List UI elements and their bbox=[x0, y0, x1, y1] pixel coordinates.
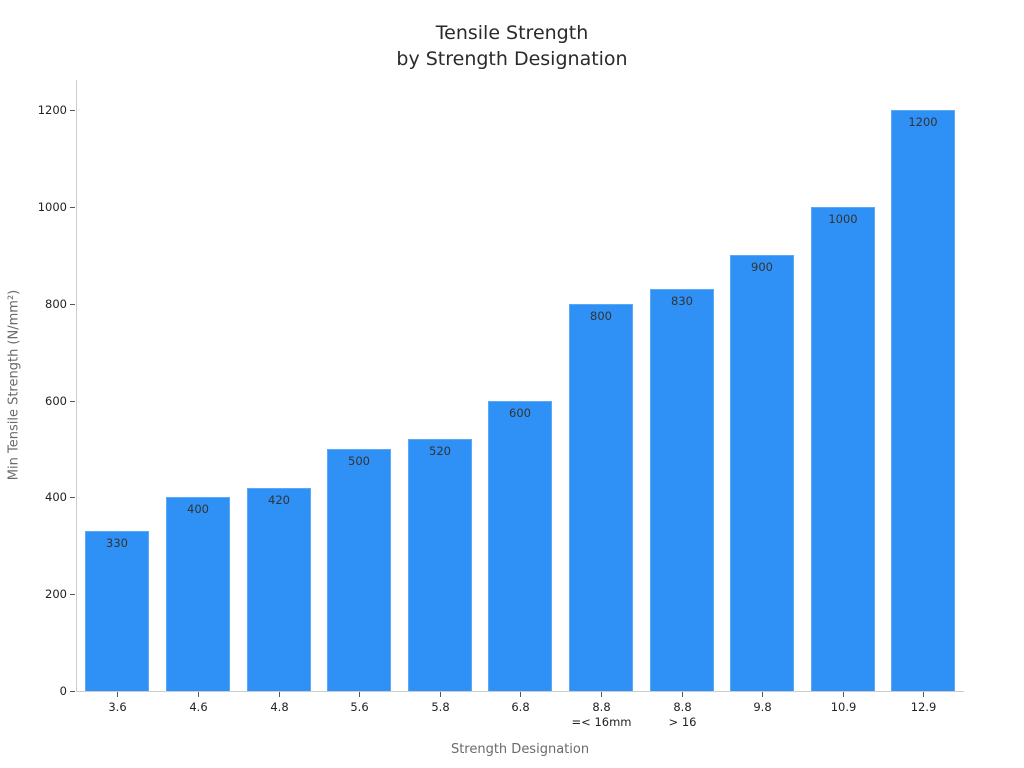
bar: 1200 bbox=[891, 110, 955, 691]
x-tick bbox=[279, 692, 280, 697]
x-tick-label-line: 12.9 bbox=[910, 700, 937, 714]
y-tick bbox=[70, 303, 75, 305]
x-tick-label: 3.6 bbox=[108, 700, 126, 715]
x-tick-label: 8.8 =< 16mm bbox=[572, 700, 632, 730]
bar-value-label: 520 bbox=[429, 444, 451, 459]
y-tick-label: 0 bbox=[59, 684, 67, 698]
bar-value-label: 400 bbox=[187, 502, 209, 517]
bar-value-label: 420 bbox=[268, 492, 290, 507]
y-tick bbox=[70, 400, 75, 402]
y-tick-label: 400 bbox=[45, 490, 67, 505]
y-tick bbox=[70, 691, 75, 692]
bar-value-label: 800 bbox=[590, 308, 612, 323]
x-tick-label: 6.8 bbox=[511, 700, 529, 715]
bar: 600 bbox=[488, 400, 552, 691]
x-tick-label: 9.8 bbox=[753, 700, 771, 715]
x-tick bbox=[198, 692, 199, 697]
x-tick-label: 12.9 bbox=[911, 700, 937, 715]
bar: 520 bbox=[408, 439, 472, 691]
x-tick-label-line: 8.8 bbox=[673, 700, 692, 714]
x-tick-label-line: 8.8 bbox=[592, 700, 611, 714]
x-tick-label-line: 4.8 bbox=[270, 700, 289, 714]
x-tick-label-line: > 16 bbox=[668, 715, 697, 729]
bar-value-label: 830 bbox=[671, 294, 693, 309]
chart-title-line-1: Tensile Strength bbox=[435, 22, 589, 44]
x-tick-label-line: =< 16mm bbox=[571, 715, 632, 729]
bar-value-label: 1000 bbox=[828, 211, 858, 226]
bar-value-label: 600 bbox=[509, 405, 531, 420]
x-tick-label-line: 5.8 bbox=[431, 700, 450, 714]
y-tick-label: 1200 bbox=[37, 103, 67, 117]
x-tick-label-line: 5.6 bbox=[350, 700, 369, 714]
bar-value-label: 900 bbox=[751, 260, 773, 275]
bar: 900 bbox=[730, 255, 794, 691]
plot-area: 0 200 400 600 800 1000 1200 330 3.6 400 4.6 420 4.8 5… bbox=[38, 80, 964, 729]
x-axis-label: Strength Designation bbox=[450, 742, 590, 757]
x-tick-label: 5.6 bbox=[350, 700, 368, 715]
y-tick bbox=[70, 594, 75, 596]
bar-value-label: 1200 bbox=[908, 115, 938, 129]
bar-value-label: 500 bbox=[348, 453, 370, 468]
bar: 500 bbox=[327, 448, 391, 691]
y-tick bbox=[70, 497, 75, 499]
bar-value-label: 330 bbox=[106, 536, 128, 551]
bar: 400 bbox=[166, 497, 230, 691]
x-tick bbox=[923, 692, 924, 697]
y-tick-label: 1000 bbox=[37, 199, 67, 214]
x-tick-label: 4.8 bbox=[270, 700, 288, 715]
x-tick-label-line: 9.8 bbox=[753, 700, 772, 714]
x-tick-label-line: 10.9 bbox=[830, 700, 857, 714]
bar: 330 bbox=[85, 531, 149, 691]
x-tick-label-line: 4.6 bbox=[189, 700, 208, 714]
y-tick-label: 200 bbox=[45, 587, 67, 602]
x-tick bbox=[520, 692, 521, 697]
x-tick-label-line: 6.8 bbox=[511, 700, 530, 714]
x-tick bbox=[440, 692, 441, 697]
y-tick bbox=[70, 206, 75, 208]
x-tick bbox=[601, 692, 602, 697]
x-tick bbox=[682, 692, 683, 697]
x-tick-label: 8.8 > 16 bbox=[669, 700, 697, 730]
y-axis-label: Min Tensile Strength (N/mm²) bbox=[6, 289, 22, 481]
x-tick-label: 4.6 bbox=[189, 700, 207, 715]
x-tick bbox=[117, 692, 118, 697]
y-tick bbox=[70, 110, 75, 111]
x-tick bbox=[843, 692, 844, 697]
y-tick-label: 600 bbox=[45, 393, 67, 408]
y-tick-label: 800 bbox=[45, 296, 67, 311]
chart-title-line-2: by Strength Designation bbox=[396, 48, 628, 70]
x-tick bbox=[359, 692, 360, 697]
bar: 1000 bbox=[811, 206, 875, 691]
chart-title: Tensile Strength by Strength Designation bbox=[0, 20, 1024, 72]
x-axis-line bbox=[76, 691, 964, 692]
bar: 420 bbox=[247, 487, 311, 691]
bar: 830 bbox=[650, 289, 714, 691]
bar: 800 bbox=[569, 303, 633, 691]
y-axis-line bbox=[76, 80, 77, 692]
x-tick-label: 10.9 bbox=[831, 700, 857, 715]
x-tick bbox=[762, 692, 763, 697]
x-tick-label-line: 3.6 bbox=[108, 700, 127, 714]
x-tick-label: 5.8 bbox=[431, 700, 449, 715]
